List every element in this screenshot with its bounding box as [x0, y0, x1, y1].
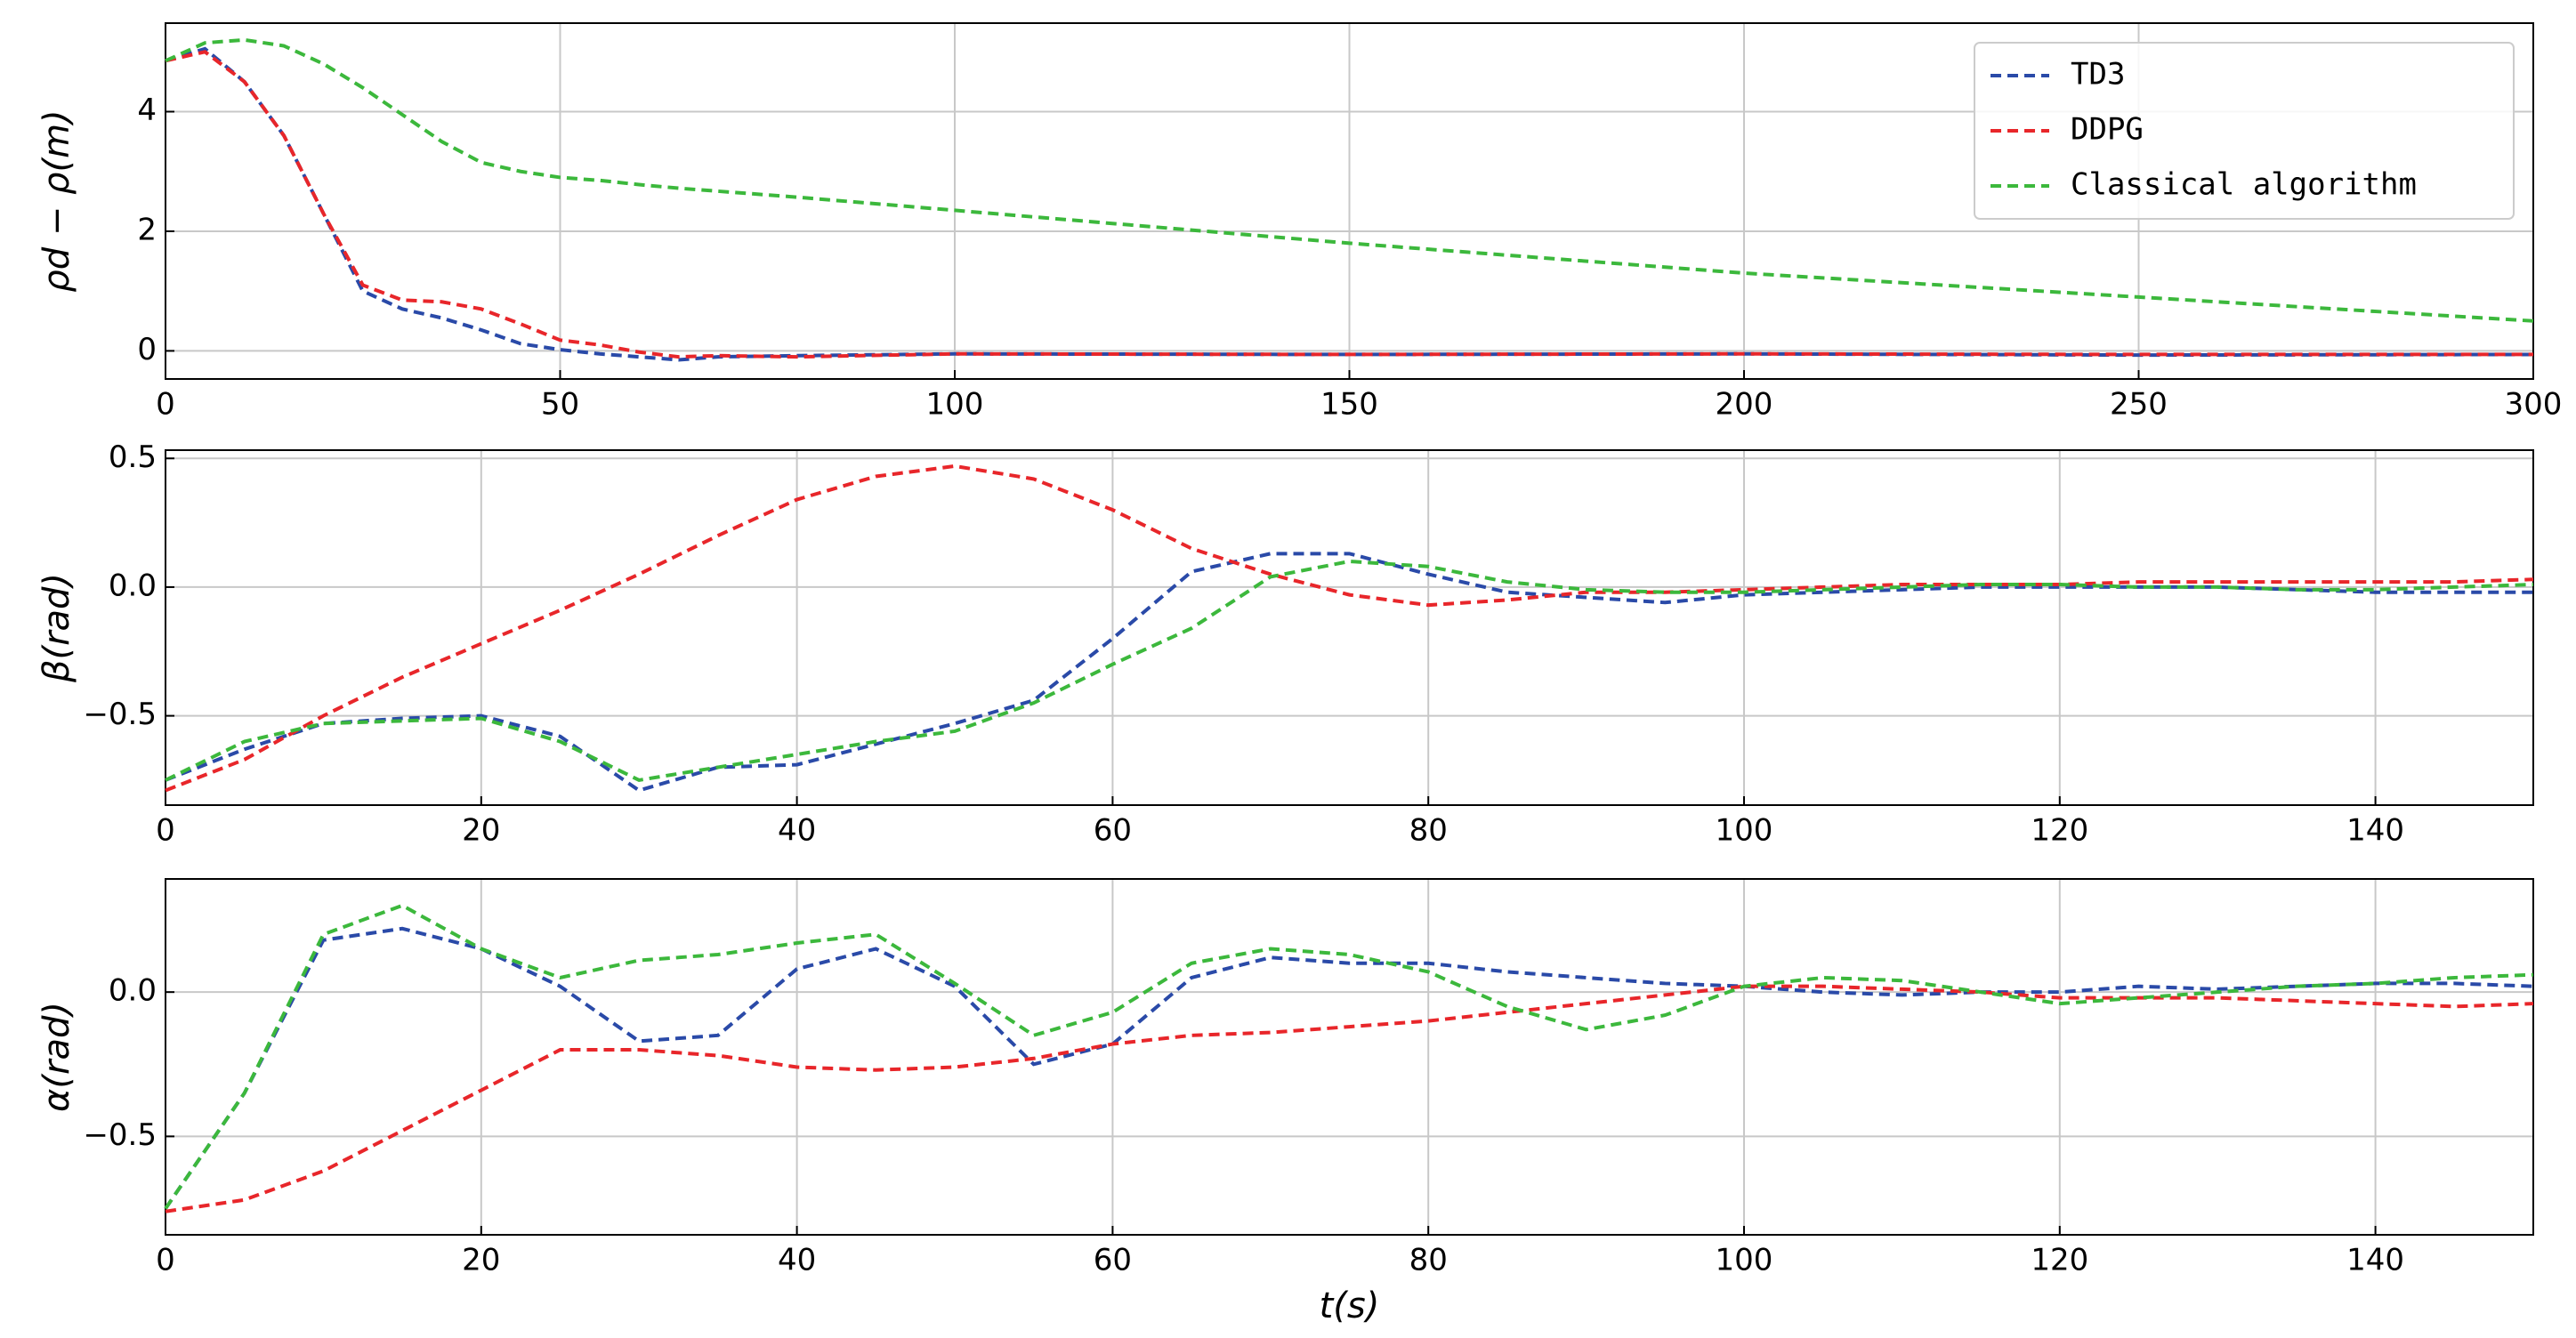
x-tick-label: 50 — [541, 387, 579, 423]
y-tick-label: 0.5 — [109, 439, 157, 475]
x-tick-label: 60 — [1094, 813, 1132, 849]
x-tick-label: 20 — [462, 813, 500, 849]
legend-label: DDPG — [2071, 112, 2144, 148]
x-tick-label: 140 — [2346, 1243, 2404, 1278]
series-line — [165, 559, 2534, 783]
legend-label: Classical algorithm — [2071, 167, 2417, 203]
x-tick-label: 100 — [926, 387, 984, 423]
x-axis-label: t(s) — [1320, 1286, 1380, 1326]
series-line — [165, 984, 2534, 1213]
x-tick-label: 140 — [2346, 813, 2404, 849]
x-tick-label: 100 — [1716, 1243, 1773, 1278]
series-line — [164, 903, 2534, 1210]
x-tick-label: 100 — [1716, 813, 1773, 849]
panel: 0 50 100 150 200 250 300 0 2 4 ρd − ρ(m) TD3 DDPG Cla… — [36, 22, 2563, 423]
axes-frame — [165, 22, 2534, 380]
x-tick-label: 300 — [2505, 387, 2563, 423]
x-tick-label: 120 — [2031, 813, 2088, 849]
y-tick-label: 0 — [137, 332, 157, 367]
y-tick-label: −0.5 — [83, 1117, 157, 1153]
x-tick-label: 40 — [778, 813, 816, 849]
panel: 0 20 40 60 80 100 120 140 −0.5 0.0 0.5 β(rad) — [36, 439, 2534, 849]
x-tick-label: 80 — [1409, 1243, 1448, 1278]
axes-frame — [165, 449, 2534, 806]
panel: 0 20 40 60 80 100 120 140 −0.5 0.0 α(rad) t(s) — [36, 878, 2534, 1326]
series-line — [165, 46, 2534, 362]
x-tick-label: 0 — [156, 387, 175, 423]
series-line — [165, 552, 2533, 793]
y-tick-label: 2 — [137, 212, 157, 247]
y-axis-label: α(rad) — [36, 1002, 77, 1112]
x-tick-label: 0 — [156, 813, 175, 849]
x-tick-label: 250 — [2110, 387, 2168, 423]
y-axis-label: β(rad) — [36, 573, 77, 683]
x-tick-label: 60 — [1094, 1243, 1132, 1278]
series-line — [165, 463, 2534, 793]
x-tick-label: 40 — [778, 1243, 816, 1278]
x-tick-label: 200 — [1716, 387, 1773, 423]
series-line — [164, 926, 2534, 1210]
series-line — [165, 37, 2534, 323]
legend-label: TD3 — [2071, 57, 2125, 93]
y-axis-label: ρd − ρ(m) — [36, 109, 77, 292]
x-tick-label: 20 — [462, 1243, 500, 1278]
y-tick-label: 0.0 — [109, 973, 157, 1009]
axes-frame — [165, 878, 2534, 1236]
y-tick-label: 0.0 — [109, 568, 157, 603]
x-tick-label: 150 — [1320, 387, 1378, 423]
x-tick-label: 80 — [1409, 813, 1448, 849]
series-line — [165, 50, 2533, 359]
y-tick-label: −0.5 — [83, 697, 157, 732]
x-tick-label: 0 — [156, 1243, 175, 1278]
legend-box — [1974, 42, 2515, 220]
x-tick-label: 120 — [2031, 1243, 2088, 1278]
legend: TD3 DDPG Classical algorithm — [1974, 42, 2515, 220]
y-tick-label: 4 — [137, 93, 157, 128]
